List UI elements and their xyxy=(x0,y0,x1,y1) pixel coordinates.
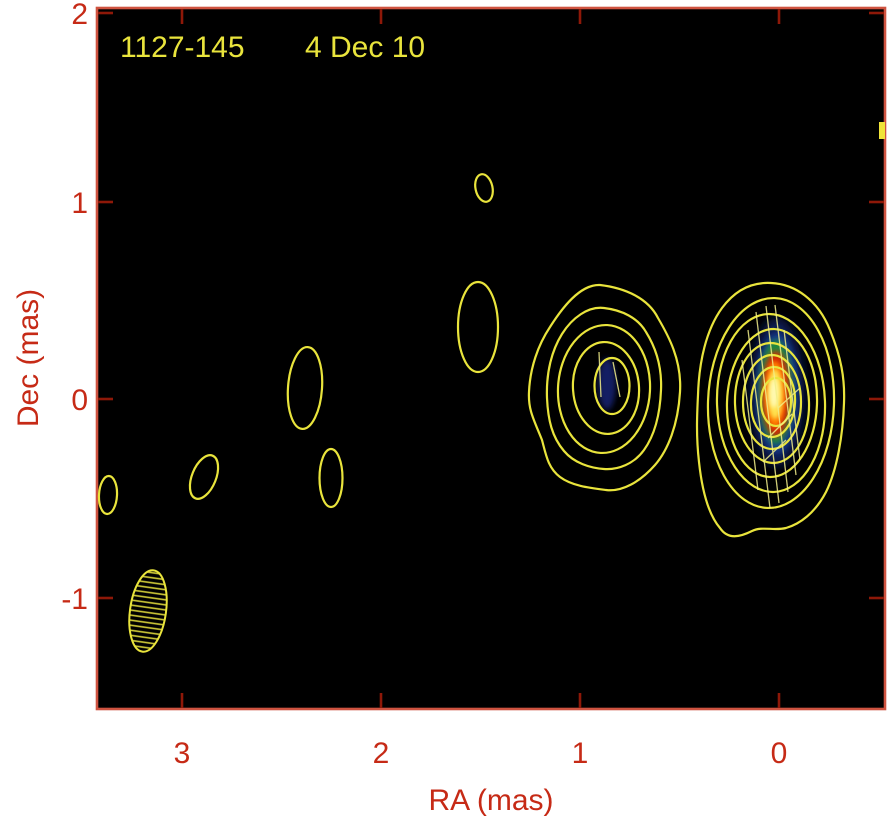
component-ellipse-2 xyxy=(456,280,500,374)
core-fill-peak xyxy=(769,378,779,408)
x-tick-label-1: 1 xyxy=(572,737,589,770)
component-ellipse-3 xyxy=(286,345,324,431)
jet-contour-5 xyxy=(593,356,631,416)
core-contour-1 xyxy=(695,281,846,538)
pol-tick-diagonal xyxy=(767,413,793,439)
core-contour-8 xyxy=(759,376,793,428)
pol-tick xyxy=(774,304,797,476)
jet-contour-3 xyxy=(556,323,652,455)
tick-marks xyxy=(98,9,884,708)
pol-tick-jet xyxy=(612,361,621,398)
x-tick-label-0: 0 xyxy=(771,737,788,770)
core-contour-4 xyxy=(725,327,819,479)
pol-tick xyxy=(741,359,759,491)
source-name-label: 1127-145 xyxy=(120,31,245,64)
jet-color-fill xyxy=(598,358,616,410)
beam-ellipse-shape xyxy=(128,569,168,653)
jet-contour-2 xyxy=(545,306,663,471)
component-ellipse-5 xyxy=(188,454,220,500)
jet-contour-1 xyxy=(527,283,682,492)
polarization-ticks xyxy=(598,304,801,509)
pol-tick-jet xyxy=(598,351,602,398)
epoch-label: 4 Dec 10 xyxy=(305,31,425,64)
beam-ellipse xyxy=(128,569,168,653)
x-tick-label-2: 2 xyxy=(373,737,390,770)
core-contour-2 xyxy=(706,296,836,510)
y-axis-label: Dec (mas) xyxy=(12,289,45,427)
pol-tick xyxy=(747,329,771,509)
y-tick-label-0: 0 xyxy=(71,384,88,417)
pol-tick xyxy=(765,305,789,493)
component-ellipse-4 xyxy=(318,447,344,509)
pol-tick-diagonal xyxy=(777,387,801,409)
x-axis-label: RA (mas) xyxy=(428,784,553,817)
jet-contour-4 xyxy=(571,340,641,436)
x-tick-label-3: 3 xyxy=(174,737,191,770)
y-tick-label-m1: -1 xyxy=(61,583,88,616)
core-contour-3 xyxy=(715,312,827,494)
pol-tick xyxy=(755,311,780,504)
pol-tick-diagonal xyxy=(762,439,787,463)
component-ellipse-1 xyxy=(474,173,494,203)
y-tick-label-1: 1 xyxy=(71,187,88,220)
component-ellipse-6 xyxy=(97,474,119,516)
edge-marker xyxy=(879,122,885,139)
y-tick-label-2: 2 xyxy=(71,0,88,31)
